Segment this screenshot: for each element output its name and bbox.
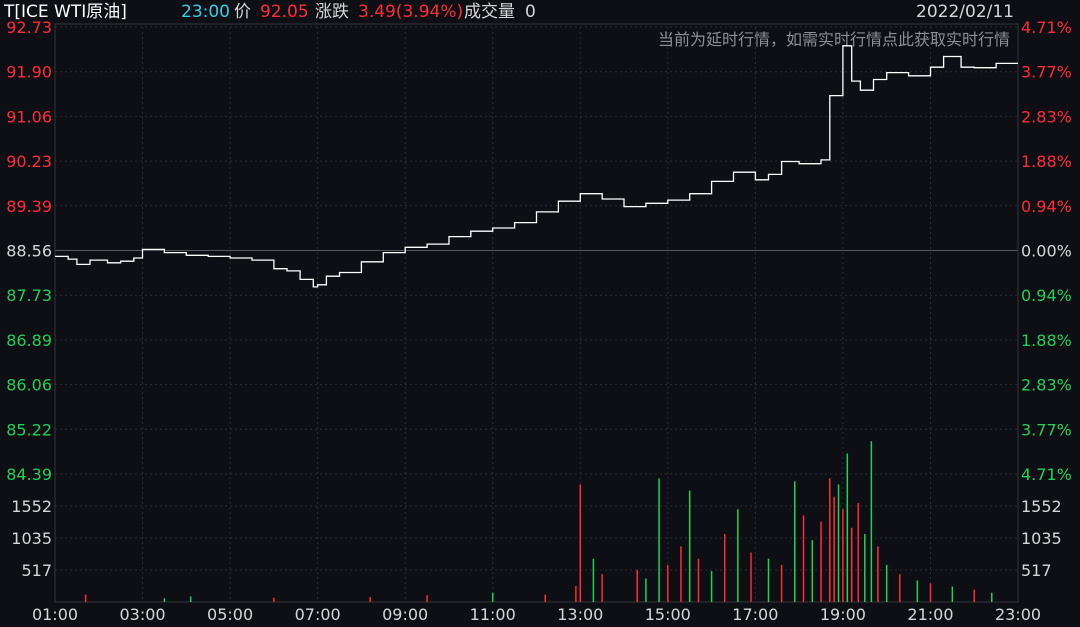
pct-tick-label: 3.77%: [1021, 63, 1072, 82]
pct-tick-label: 0.00%: [1021, 242, 1072, 261]
price-label: 价: [234, 2, 251, 22]
volume-label: 成交量: [464, 2, 515, 22]
pct-tick-label: 1.88%: [1021, 331, 1072, 350]
price-line: [55, 45, 1018, 288]
pct-tick-label: 0.94%: [1021, 286, 1072, 305]
x-tick-label: 17:00: [732, 605, 778, 624]
x-tick-label: 03:00: [119, 605, 165, 624]
price-tick-label: 88.56: [6, 242, 52, 261]
x-tick-label: 15:00: [645, 605, 691, 624]
pct-tick-label: 1.88%: [1021, 152, 1072, 171]
change-value: 3.49(3.94%): [358, 2, 464, 22]
volume-tick-label: 1035: [11, 529, 52, 548]
price-tick-label: 91.90: [6, 63, 52, 82]
price-tick-label: 90.23: [6, 152, 52, 171]
x-tick-label: 23:00: [995, 605, 1041, 624]
quote-header: T[ICE WTI原油] 23:00 价 92.05 涨跌 3.49(3.94%…: [0, 0, 1080, 24]
x-tick-label: 09:00: [382, 605, 428, 624]
price-tick-label: 85.22: [6, 420, 52, 439]
volume-tick-label-right: 517: [1021, 561, 1052, 580]
pct-tick-label: 2.83%: [1021, 107, 1072, 126]
pct-tick-label: 2.83%: [1021, 376, 1072, 395]
price-tick-label: 86.89: [6, 331, 52, 350]
volume-tick-label-right: 1035: [1021, 529, 1062, 548]
volume-tick-label: 1552: [11, 497, 52, 516]
price-tick-label: 87.73: [6, 286, 52, 305]
x-tick-label: 07:00: [295, 605, 341, 624]
price-tick-label: 92.73: [6, 18, 52, 37]
x-tick-label: 11:00: [470, 605, 516, 624]
price-value: 92.05: [260, 2, 309, 22]
pct-tick-label: 4.71%: [1021, 465, 1072, 484]
quote-time: 23:00: [181, 2, 230, 22]
change-label: 涨跌: [315, 2, 349, 22]
pct-tick-label: 0.94%: [1021, 197, 1072, 216]
x-tick-label: 13:00: [557, 605, 603, 624]
volume-tick-label: 517: [21, 561, 52, 580]
price-tick-label: 84.39: [6, 465, 52, 484]
chart-frame: [54, 23, 1019, 603]
x-tick-label: 05:00: [207, 605, 253, 624]
x-tick-label: 19:00: [820, 605, 866, 624]
pct-tick-label: 3.77%: [1021, 420, 1072, 439]
volume-value: 0: [525, 2, 536, 22]
price-tick-label: 86.06: [6, 376, 52, 395]
price-tick-label: 89.39: [6, 197, 52, 216]
price-tick-label: 91.06: [6, 107, 52, 126]
symbol-name[interactable]: T[ICE WTI原油]: [4, 2, 127, 22]
volume-tick-label-right: 1552: [1021, 497, 1062, 516]
x-tick-label: 01:00: [32, 605, 78, 624]
quote-date: 2022/02/11: [916, 2, 1014, 22]
delayed-quote-notice[interactable]: 当前为延时行情，如需实时行情点此获取实时行情: [657, 30, 1010, 49]
x-tick-label: 21:00: [907, 605, 953, 624]
pct-tick-label: 4.71%: [1021, 18, 1072, 37]
